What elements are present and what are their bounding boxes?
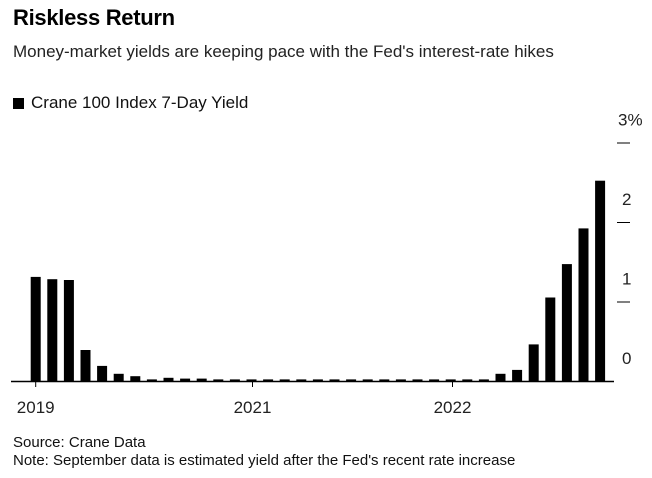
x-tick-label-2022: 2022 [434, 398, 472, 417]
bar-7 [130, 376, 141, 381]
y-tick-label-1: 1 [622, 270, 631, 289]
bar-32 [545, 297, 556, 381]
bar-19 [329, 379, 340, 381]
bar-1 [30, 276, 41, 381]
bar-35 [595, 180, 606, 381]
bar-6 [113, 373, 124, 381]
bar-12 [213, 379, 224, 381]
legend-label: Crane 100 Index 7-Day Yield [31, 93, 249, 112]
source-note: Source: Crane Data [13, 434, 146, 451]
bar-13 [229, 379, 240, 381]
bar-30 [512, 369, 523, 381]
y-tick-label-0: 0 [622, 349, 631, 368]
bar-5 [97, 365, 108, 381]
bar-3 [63, 280, 74, 381]
bar-20 [346, 379, 357, 381]
bar-25 [429, 379, 440, 381]
bar-27 [462, 379, 473, 381]
bar-28 [478, 379, 489, 381]
x-tick-label-2019: 2019 [17, 398, 55, 417]
chart-footer: Source: Crane Data Note: September data … [13, 434, 515, 470]
bar-18 [312, 379, 323, 381]
legend-square-icon [13, 97, 24, 109]
bar-4 [80, 350, 91, 381]
bar-9 [163, 377, 174, 381]
x-tick-label-2021: 2021 [234, 398, 272, 417]
bar-2 [47, 279, 58, 381]
chart-title: Riskless Return [13, 5, 175, 30]
bar-33 [561, 264, 572, 381]
bar-17 [296, 379, 307, 381]
bar-29 [495, 373, 506, 381]
y-tick-label-2: 2 [622, 190, 631, 209]
legend: Crane 100 Index 7-Day Yield [13, 93, 248, 113]
bar-24 [412, 379, 423, 381]
bar-22 [379, 379, 390, 381]
bar-31 [528, 344, 539, 381]
bar-23 [395, 379, 406, 381]
chart-subtitle: Money-market yields are keeping pace wit… [13, 42, 554, 61]
bar-11 [196, 378, 207, 381]
bar-15 [263, 379, 274, 381]
bar-14 [246, 379, 257, 381]
y-tick-label-3: 3% [618, 111, 643, 130]
bar-21 [362, 379, 373, 381]
bar-26 [445, 379, 456, 381]
footnote: Note: September data is estimated yield … [13, 452, 516, 469]
bar-34 [578, 228, 589, 381]
bar-10 [180, 378, 191, 381]
bar-16 [279, 379, 290, 381]
bar-8 [146, 379, 157, 381]
